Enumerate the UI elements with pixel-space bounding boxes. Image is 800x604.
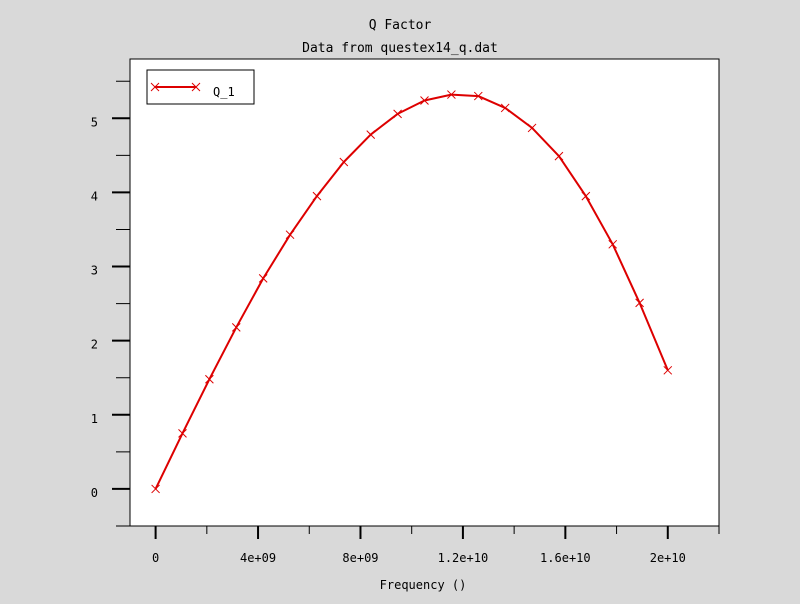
chart-subtitle: Data from questex14_q.dat <box>302 41 498 56</box>
series-line-q-1 <box>154 93 669 490</box>
point-marker <box>527 123 537 133</box>
point-marker-stroke <box>258 274 268 283</box>
point-marker <box>178 428 187 438</box>
y-tick-label: 0 <box>91 486 98 500</box>
point-marker-stroke <box>635 298 644 308</box>
point-marker-stroke <box>608 239 618 249</box>
x-tick-label: 4e+09 <box>240 551 276 565</box>
point-marker-stroke <box>339 157 349 167</box>
point-marker <box>205 374 214 384</box>
point-marker-stroke <box>473 91 483 101</box>
point-marker-stroke <box>312 191 322 201</box>
point-marker <box>473 91 483 101</box>
point-marker-stroke <box>527 123 537 133</box>
point-marker-stroke <box>178 428 187 438</box>
y-tick-label: 4 <box>91 189 98 203</box>
point-marker-stroke <box>285 230 295 240</box>
y-axis: 0 1 2 3 4 5 <box>91 80 130 527</box>
x-tick-label: 0 <box>152 551 159 565</box>
point-marker-stroke <box>191 82 201 92</box>
point-marker-stroke <box>151 484 160 494</box>
point-marker <box>285 230 295 240</box>
point-marker <box>151 484 160 494</box>
y-tick-label: 2 <box>91 338 98 352</box>
point-marker-stroke <box>554 151 564 161</box>
point-marker-stroke <box>663 365 673 375</box>
point-marker-stroke <box>581 191 591 201</box>
x-tick-label: 2e+10 <box>650 551 686 565</box>
plot-area <box>129 58 720 527</box>
legend: Q_1 <box>146 69 255 105</box>
point-marker <box>608 239 618 249</box>
point-marker-stroke <box>447 90 456 99</box>
point-marker <box>312 191 322 201</box>
point-marker <box>191 82 201 92</box>
point-marker-stroke <box>366 130 376 139</box>
point-marker <box>393 109 402 119</box>
point-marker <box>447 90 456 99</box>
x-tick-label: 1.6e+10 <box>540 551 591 565</box>
y-tick-label: 3 <box>91 264 98 278</box>
point-marker <box>339 157 349 167</box>
point-marker-stroke <box>393 109 402 119</box>
x-axis: 0 4e+09 8e+09 1.2e+10 1.6e+10 2e+10 <box>152 526 720 565</box>
point-marker <box>150 82 160 92</box>
point-marker <box>258 274 268 283</box>
y-tick-label: 5 <box>91 115 98 129</box>
x-tick-label: 1.2e+10 <box>438 551 489 565</box>
x-axis-label: Frequency () <box>380 578 467 592</box>
legend-markers <box>150 82 201 92</box>
point-marker <box>500 103 510 113</box>
series-layer <box>151 90 673 494</box>
legend-label-q1: Q_1 <box>213 85 235 99</box>
point-marker <box>635 298 644 308</box>
y-tick-label: 1 <box>91 412 98 426</box>
point-marker <box>231 322 241 332</box>
point-marker <box>663 365 673 375</box>
point-marker <box>554 151 564 161</box>
chart-title: Q Factor <box>369 18 432 33</box>
point-marker-stroke <box>231 322 241 332</box>
x-tick-label: 8e+09 <box>342 551 378 565</box>
point-marker-stroke <box>205 374 214 384</box>
point-marker-stroke <box>150 82 160 92</box>
point-marker <box>420 96 429 105</box>
point-marker <box>366 130 376 139</box>
point-marker <box>581 191 591 201</box>
point-marker-stroke <box>420 96 429 105</box>
point-marker-stroke <box>500 103 510 113</box>
